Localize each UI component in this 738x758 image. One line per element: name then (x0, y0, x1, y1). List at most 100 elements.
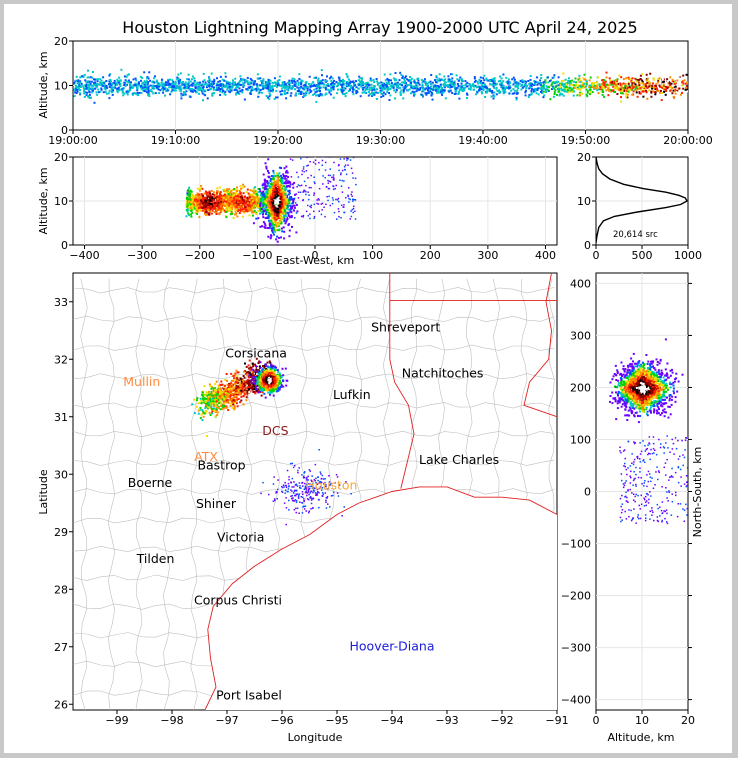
time-altitude-source (83, 95, 86, 98)
east-west-source (292, 199, 295, 202)
time-altitude-source (75, 75, 78, 78)
x-tick-label: 19:30:00 (356, 134, 405, 147)
time-altitude-source (466, 92, 468, 95)
time-altitude-source (230, 86, 233, 89)
time-altitude-source (322, 86, 325, 89)
time-altitude-source (540, 77, 543, 79)
time-altitude-source (237, 84, 240, 87)
east-west-source (252, 222, 255, 225)
east-west-source (273, 233, 275, 236)
time-altitude-source (139, 75, 142, 78)
time-altitude-source (492, 82, 495, 85)
east-west-source (230, 211, 233, 214)
time-altitude-source (337, 84, 340, 87)
time-altitude-source (320, 69, 323, 72)
time-altitude-source (530, 90, 533, 92)
east-west-source (278, 189, 281, 191)
time-altitude-source (85, 94, 88, 97)
time-altitude-source (530, 93, 533, 96)
time-altitude-source (209, 88, 212, 91)
time-altitude-source (525, 80, 528, 83)
time-altitude-source (237, 90, 240, 93)
east-west-source (277, 187, 280, 190)
time-altitude-source (152, 92, 155, 95)
time-altitude-source (460, 88, 463, 91)
time-altitude-source (542, 90, 545, 93)
east-west-source (263, 183, 266, 186)
east-west-source (215, 211, 218, 214)
time-altitude-source (415, 83, 418, 85)
time-altitude-source (210, 72, 213, 75)
time-altitude-source (177, 73, 180, 76)
time-altitude-source (585, 88, 588, 91)
time-altitude-source (626, 88, 629, 91)
time-altitude-source (271, 81, 274, 84)
time-altitude-source (479, 81, 482, 84)
time-altitude-source (387, 81, 390, 84)
time-altitude-source (610, 83, 613, 86)
time-altitude-source (674, 89, 677, 92)
time-altitude-source (508, 84, 511, 87)
time-altitude-source (256, 73, 259, 76)
time-altitude-source (251, 86, 253, 89)
time-altitude-source (287, 89, 290, 92)
time-altitude-source (358, 83, 361, 86)
time-altitude-source (342, 79, 344, 82)
time-altitude-source (176, 87, 179, 89)
time-altitude-source (208, 78, 211, 81)
east-west-source (202, 199, 204, 202)
time-altitude-source (352, 93, 355, 96)
east-west-source (229, 204, 232, 207)
x-tick-label: 19:20:00 (253, 134, 302, 147)
time-altitude-source (553, 74, 556, 77)
time-altitude-source (226, 89, 229, 91)
time-altitude-source (583, 82, 586, 85)
time-altitude-source (561, 82, 564, 85)
time-altitude-source (86, 91, 89, 94)
east-west-source (203, 209, 205, 212)
time-altitude-source (349, 81, 352, 84)
time-altitude-source (134, 82, 137, 85)
time-altitude-source (439, 83, 442, 86)
time-altitude-source (487, 88, 489, 91)
time-altitude-source (238, 87, 241, 90)
time-altitude-source (380, 95, 383, 98)
time-altitude-source (108, 97, 111, 100)
east-west-source (264, 207, 267, 210)
time-altitude-source (645, 79, 648, 82)
time-altitude-source (315, 84, 318, 87)
east-west-source (275, 216, 278, 219)
time-altitude-source (362, 86, 364, 89)
east-west-source (206, 203, 209, 206)
time-altitude-source (480, 90, 483, 93)
east-west-source (288, 197, 291, 200)
time-altitude-source (190, 87, 192, 90)
time-altitude-source (275, 90, 278, 92)
time-altitude-source (158, 82, 161, 85)
east-west-source (251, 195, 254, 198)
time-altitude-source (659, 85, 662, 88)
east-west-source (231, 207, 233, 210)
time-altitude-source (589, 76, 592, 79)
time-altitude-source (182, 93, 185, 96)
time-altitude-source (563, 88, 566, 91)
time-altitude-source (388, 83, 391, 86)
time-altitude-source (136, 89, 139, 92)
time-altitude-source (656, 88, 659, 91)
time-altitude-source (574, 85, 577, 88)
east-west-source (193, 203, 195, 206)
time-altitude-source (665, 88, 668, 91)
east-west-source (233, 199, 235, 202)
east-west-source (239, 205, 242, 208)
time-altitude-source (219, 83, 222, 86)
time-altitude-source (97, 88, 100, 91)
figure-canvas: Houston Lightning Mapping Array 1900-200… (4, 4, 732, 753)
east-west-source (276, 176, 279, 179)
time-altitude-source (556, 84, 559, 87)
time-altitude-source (570, 88, 573, 91)
east-west-source (287, 214, 290, 217)
east-west-source (280, 195, 283, 198)
time-altitude-source (137, 94, 140, 97)
time-altitude-source (191, 88, 194, 90)
time-altitude-source (528, 87, 531, 90)
